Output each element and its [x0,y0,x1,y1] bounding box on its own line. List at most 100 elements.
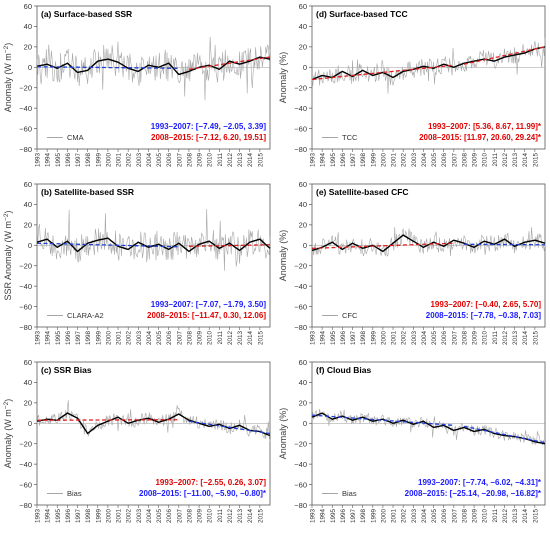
y-tick-label: 40 [24,378,32,387]
x-tick-label: 2006 [166,509,173,524]
x-tick-label: 1994 [320,509,327,524]
y-tick-label: 20 [299,221,307,230]
x-tick-label: 2009 [197,331,204,346]
y-tick-label: −80 [19,323,32,332]
x-tick-label: 2015 [532,331,539,346]
x-tick-label: 2015 [532,153,539,168]
y-axis-label-sup: −2 [3,213,10,221]
y-tick-label: −40 [294,104,307,113]
x-tick-label: 2014 [247,331,254,346]
y-tick-label: −60 [19,124,32,133]
x-tick-label: 2013 [512,509,519,524]
panel-title: (f) Cloud Bias [316,365,372,375]
y-axis-label-close: ) [3,399,13,402]
panel-title: (e) Satellite-based CFC [316,187,409,197]
panel-title: (a) Surface-based SSR [41,9,132,19]
x-tick-label: 2005 [431,331,438,346]
smoothed-series-line [311,412,546,445]
x-tick-label: 1997 [350,509,357,524]
x-tick-label: 1999 [370,153,377,168]
y-tick-label: 40 [24,200,32,209]
x-tick-label: 2008 [186,153,193,168]
trend-annotation: 1993–2007: [−7.74, −6.02, −4.31]* [418,478,542,487]
y-axis-label-main: Anomaly (%) [278,230,288,282]
x-tick-label: 1993 [35,509,42,524]
y-tick-label: 20 [24,43,32,52]
y-tick-label: 20 [24,399,32,408]
y-tick-label: −40 [19,282,32,291]
x-tick-label: 2005 [156,509,163,524]
x-tick-label: 1994 [320,331,327,346]
x-tick-label: 2002 [401,331,408,346]
trend-annotation: 2008–2015: [−11.47, 0.30, 12.06] [147,311,266,320]
x-tick-label: 2000 [380,509,387,524]
x-tick-label: 1995 [55,331,62,346]
x-tick-label: 2007 [451,331,458,346]
x-tick-label: 2003 [136,509,143,524]
legend-label: CFC [342,311,358,320]
x-tick-label: 2002 [126,153,133,168]
x-tick-label: 1993 [310,509,317,524]
x-tick-label: 2007 [176,153,183,168]
x-tick-label: 2010 [482,153,489,168]
trend-annotation: 1993–2007: [−0.40, 2.65, 5.70] [430,300,541,309]
x-tick-label: 2008 [186,509,193,524]
y-tick-label: 0 [28,419,32,428]
legend-label: Bias [67,489,82,498]
x-tick-label: 1996 [65,509,72,524]
x-tick-label: 2002 [126,331,133,346]
y-tick-label: 0 [303,241,307,250]
x-tick-label: 2005 [431,153,438,168]
trend-annotation: 1993–2007: [−7.07, −1.79, 3.50] [151,300,267,309]
x-tick-label: 1999 [95,331,102,346]
x-tick-label: 2012 [502,509,509,524]
x-tick-label: 2004 [146,509,153,524]
x-tick-label: 2002 [401,509,408,524]
x-tick-label: 1994 [45,509,52,524]
x-tick-label: 1993 [35,153,42,168]
x-tick-label: 2012 [227,331,234,346]
x-tick-label: 2003 [411,331,418,346]
x-tick-label: 2006 [166,331,173,346]
y-tick-label: −60 [19,302,32,311]
smoothed-series-line [36,56,271,76]
x-tick-label: 1997 [75,509,82,524]
x-tick-label: 2000 [380,153,387,168]
x-tick-label: 2007 [451,509,458,524]
trend-annotation: 1993–2007: [−7.49, −2.05, 3.39] [151,122,267,131]
trend-line-2008–2015 [463,243,546,246]
x-tick-label: 1997 [75,153,82,168]
x-tick-label: 2012 [227,509,234,524]
x-tick-label: 2000 [105,331,112,346]
y-tick-label: −80 [294,145,307,154]
x-tick-label: 2006 [441,331,448,346]
y-axis-label-main: Anomaly (W m [3,409,13,468]
y-tick-label: −20 [19,84,32,93]
y-axis-label: Anomaly (W m−2) [3,399,13,468]
x-tick-label: 2002 [401,153,408,168]
x-tick-label: 2003 [411,153,418,168]
trend-line-1993–2007 [311,242,454,249]
y-tick-label: 60 [299,2,307,11]
trend-line-2008–2015 [188,244,271,247]
trend-line-2008–2015 [188,420,271,435]
y-tick-label: 20 [24,221,32,230]
x-tick-label: 2006 [166,153,173,168]
y-axis-label-main: Anomaly (%) [278,408,288,460]
raw-series-line [311,409,546,446]
y-tick-label: 60 [24,2,32,11]
y-tick-label: −20 [19,440,32,449]
y-tick-label: −40 [294,460,307,469]
y-axis-label: Anomaly (%) [278,408,288,460]
x-tick-label: 2008 [186,331,193,346]
raw-series-line [36,208,271,271]
x-tick-label: 2008 [461,153,468,168]
x-tick-label: 1993 [310,153,317,168]
x-tick-label: 2006 [441,153,448,168]
x-tick-label: 2001 [391,153,398,168]
legend-label: TCC [342,133,358,142]
